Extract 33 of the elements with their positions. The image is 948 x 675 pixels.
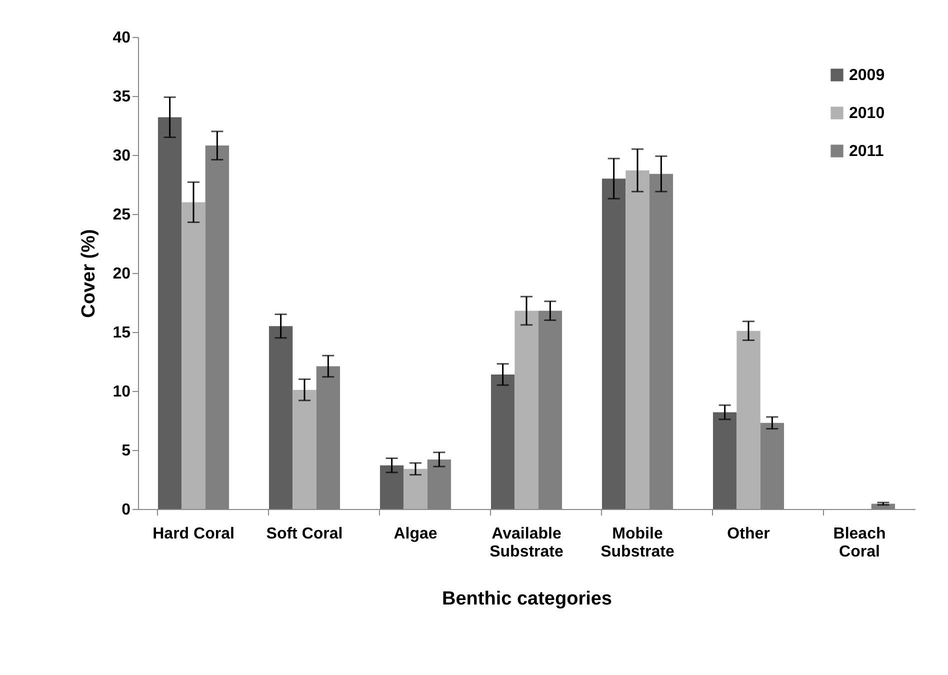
- bar: [404, 468, 428, 509]
- y-tick-label: 5: [122, 442, 131, 460]
- bar: [380, 465, 404, 509]
- y-tick-label: 15: [112, 324, 131, 342]
- y-axis-title: Cover (%): [78, 229, 100, 318]
- bar: [268, 326, 293, 509]
- y-tick-label: 10: [112, 384, 131, 400]
- bar: [490, 374, 515, 509]
- x-tick-label: Mobile Substrate: [600, 526, 674, 560]
- bar: [292, 390, 316, 509]
- x-tick-label: Bleach Coral: [833, 526, 886, 560]
- y-tick-label: 30: [112, 148, 131, 164]
- x-tick-label: Soft Coral: [266, 526, 343, 542]
- x-tick-label: Available Substrate: [490, 526, 564, 560]
- bar: [736, 330, 760, 509]
- x-tick-label: Algae: [394, 526, 438, 542]
- bar: [514, 310, 538, 509]
- bar: [712, 412, 737, 509]
- y-tick-label: 40: [112, 30, 131, 46]
- legend-label: 2011: [849, 143, 884, 160]
- x-tick-label: Hard Coral: [152, 526, 234, 542]
- bar: [602, 178, 626, 509]
- y-tick-label: 25: [112, 206, 131, 224]
- bar: [626, 170, 650, 509]
- legend-label: 2009: [849, 67, 885, 84]
- y-tick-label: 0: [122, 502, 131, 518]
- y-tick-label: 20: [112, 266, 131, 282]
- bar: [158, 117, 182, 509]
- legend-label: 2010: [849, 105, 885, 122]
- bar: [182, 202, 206, 509]
- x-axis-title: Benthic categories: [442, 588, 612, 610]
- y-tick-label: 35: [112, 88, 131, 106]
- x-tick-label: Other: [727, 526, 770, 542]
